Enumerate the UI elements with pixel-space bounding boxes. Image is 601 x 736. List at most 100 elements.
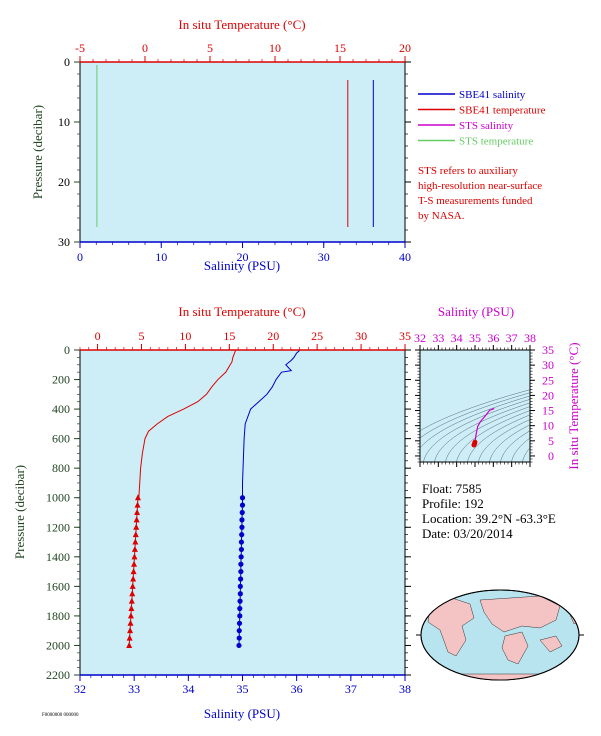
pressure-tick-label: 0 [64, 55, 70, 69]
legend-label: SBE41 salinity [459, 89, 526, 101]
temp-tick-label: -5 [75, 41, 85, 55]
salinity-marker [236, 620, 243, 626]
near-surface-pressure-axis-title: Pressure (decibar) [30, 105, 45, 199]
pressure-tick-label: 200 [52, 373, 70, 387]
temperature-marker [130, 568, 137, 575]
pressure-tick-label: 1400 [46, 550, 70, 564]
legend-label: SBE41 temperature [459, 105, 546, 117]
sts-note-line: high-resolution near-surface [418, 180, 542, 192]
temperature-marker [131, 545, 138, 552]
temperature-marker [128, 605, 135, 612]
salinity-marker [238, 576, 244, 582]
salinity-marker [236, 635, 242, 641]
temp-tick-label: 35 [399, 329, 411, 343]
pressure-tick-label: 10 [58, 115, 70, 129]
temp-tick-label: 15 [223, 329, 235, 343]
ts-temp-tick-label: 20 [542, 388, 554, 402]
pressure-tick-label: 1600 [46, 579, 70, 593]
temperature-marker [131, 553, 138, 560]
near-surface-plot-area [79, 61, 406, 243]
ts-salinity-tick-label: 32 [414, 331, 426, 345]
full-profile-temp-axis-title: In situ Temperature (°C) [178, 304, 305, 319]
ts-contour-line [511, 437, 530, 462]
temperature-marker [127, 612, 134, 619]
ts-salinity-tick-label: 33 [432, 331, 444, 345]
temperature-marker [134, 501, 141, 508]
salinity-tick-label: 20 [237, 250, 249, 264]
pressure-tick-label: 1800 [46, 609, 70, 623]
pressure-tick-label: 0 [64, 343, 70, 357]
temperature-marker [127, 619, 134, 626]
temperature-marker [126, 634, 133, 641]
pressure-tick-label: 800 [52, 461, 70, 475]
temp-tick-label: 15 [334, 41, 346, 55]
temperature-marker [131, 560, 138, 567]
ts-temp-tick-label: 35 [542, 343, 554, 357]
ts-contour-line [445, 406, 530, 462]
ts-series [471, 407, 495, 448]
salinity-marker [237, 591, 243, 597]
temperature-marker [127, 627, 134, 634]
pressure-tick-label: 600 [52, 432, 70, 446]
ts-salinity-tick-label: 36 [487, 331, 499, 345]
near-surface-temp-ticks: -5 0 5 10 15 20 [75, 41, 411, 63]
near-surface-series [96, 65, 374, 227]
temperature-marker [129, 582, 136, 589]
ts-deep-point [471, 442, 477, 448]
ts-salinity-tick-label: 34 [451, 331, 463, 345]
float-id: Float: 7585 [422, 481, 482, 496]
salinity-tick-label: 40 [399, 250, 411, 264]
salinity-marker [236, 642, 242, 649]
ts-salinity-tick-label: 38 [524, 331, 536, 345]
temp-tick-label: 5 [207, 41, 213, 55]
full-profile-sal-axis-title: Salinity (PSU) [204, 706, 280, 721]
ts-density-contours [420, 389, 530, 462]
ts-contour-line [522, 447, 530, 462]
ts-contour-line [478, 419, 530, 462]
temperature-marker [129, 590, 136, 597]
sts-note-line: by NASA. [418, 210, 465, 222]
ts-temp-tick-label: 10 [542, 419, 554, 433]
pressure-tick-label: 1200 [46, 520, 70, 534]
temperature-marker [132, 531, 139, 538]
temp-tick-label: 25 [311, 329, 323, 343]
pressure-tick-label: 400 [52, 402, 70, 416]
temperature-marker [134, 494, 141, 501]
salinity-tick-label: 33 [128, 682, 140, 696]
profile-number: Profile: 192 [422, 496, 484, 511]
near-surface-sal-axis-title: Salinity (PSU) [204, 258, 280, 273]
temperature-marker [132, 538, 139, 545]
temperature-marker [126, 641, 133, 648]
temp-tick-label: 0 [95, 329, 101, 343]
temperature-marker [128, 597, 135, 604]
float-info: Float: 7585 Profile: 192 Location: 39.2°… [422, 481, 556, 541]
ts-salinity-axis-title: Salinity (PSU) [438, 304, 514, 319]
full-profile-chart: In situ Temperature (°C) Salinity (PSU) … [12, 304, 411, 721]
pressure-tick-label: 1000 [46, 491, 70, 505]
temp-tick-label: 20 [399, 41, 411, 55]
temp-tick-label: 10 [269, 41, 281, 55]
near-surface-pressure-ticks: 0 10 20 30 [58, 55, 411, 249]
pressure-tick-label: 2000 [46, 638, 70, 652]
ts-contour-line [456, 410, 530, 462]
ts-contour-line [500, 430, 530, 462]
salinity-marker [237, 605, 243, 612]
salinity-marker [239, 532, 245, 538]
profile-date: Date: 03/20/2014 [422, 526, 513, 541]
ts-salinity-tick-label: 35 [469, 331, 481, 345]
near-surface-sal-ticks: 0 10 20 30 40 [77, 241, 411, 264]
temp-tick-label: 0 [142, 41, 148, 55]
near-surface-chart: In situ Temperature (°C) Salinity (PSU) … [30, 17, 411, 273]
ts-temp-tick-label: 5 [548, 434, 554, 448]
salinity-marker [237, 598, 243, 604]
salinity-marker [237, 613, 243, 619]
pressure-tick-label: 30 [58, 235, 70, 249]
ts-temp-tick-label: 30 [542, 358, 554, 372]
ts-contour-line [420, 395, 530, 449]
footer-code: F0000000 000000 [42, 713, 79, 718]
pressure-tick-label: 20 [58, 175, 70, 189]
salinity-marker [238, 546, 245, 553]
ts-contour-line [489, 424, 530, 462]
